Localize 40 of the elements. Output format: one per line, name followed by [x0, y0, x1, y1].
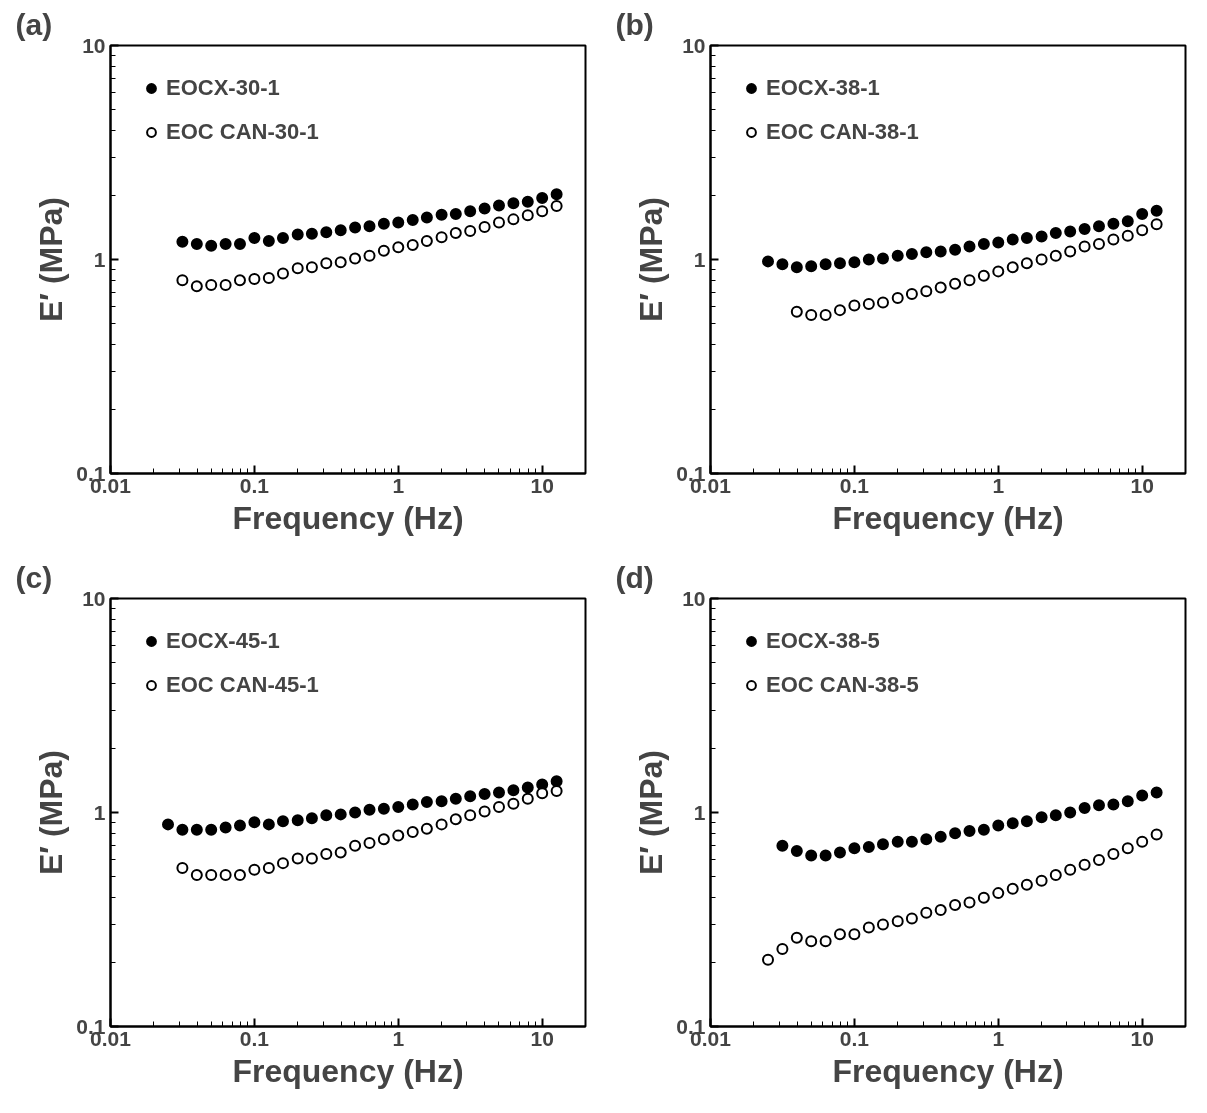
- legend-label: EOC CAN-38-5: [766, 672, 919, 698]
- x-tick-label: 0.1: [839, 1026, 870, 1050]
- legend-label: EOC CAN-45-1: [166, 672, 319, 698]
- x-axis-title: Frequency (Hz): [232, 1052, 464, 1089]
- chart-title: (a): [15, 7, 53, 41]
- y-axis-title: E′ (MPa): [633, 196, 670, 323]
- y-tick-label: 10: [82, 586, 106, 610]
- chart-title: (d): [615, 560, 654, 594]
- x-tick-label: 0.1: [239, 1026, 270, 1050]
- x-tick-label: 0.1: [839, 473, 870, 497]
- x-tick-label: 1: [992, 1026, 1005, 1050]
- y-axis-title: E′ (MPa): [33, 196, 70, 323]
- legend-label: EOC CAN-30-1: [166, 119, 319, 145]
- x-tick-label: 10: [1130, 473, 1154, 497]
- y-tick-label: 10: [682, 33, 706, 57]
- x-tick-label: 0.1: [239, 473, 270, 497]
- x-axis-title: Frequency (Hz): [832, 499, 1064, 536]
- legend-label: EOCX-45-1: [166, 628, 280, 654]
- legend-label: EOC CAN-38-1: [766, 119, 919, 145]
- x-tick-label: 1: [992, 473, 1005, 497]
- y-tick-label: 10: [82, 33, 106, 57]
- chart-title: (b): [615, 7, 654, 41]
- y-tick-label: 1: [93, 247, 106, 271]
- x-tick-label: 10: [530, 473, 554, 497]
- x-tick-label: 10: [1130, 1026, 1154, 1050]
- legend-label: EOCX-38-1: [766, 75, 880, 101]
- y-axis-title: E′ (MPa): [33, 749, 70, 876]
- y-tick-label: 1: [693, 800, 706, 824]
- x-axis-title: Frequency (Hz): [232, 499, 464, 536]
- y-tick-label: 1: [693, 247, 706, 271]
- x-tick-label: 1: [392, 473, 405, 497]
- y-axis-title: E′ (MPa): [633, 749, 670, 876]
- legend-label: EOCX-30-1: [166, 75, 280, 101]
- x-tick-label: 1: [392, 1026, 405, 1050]
- x-tick-label: 10: [530, 1026, 554, 1050]
- legend-label: EOCX-38-5: [766, 628, 880, 654]
- y-tick-label: 1: [93, 800, 106, 824]
- x-axis-title: Frequency (Hz): [832, 1052, 1064, 1089]
- y-tick-label: 10: [682, 586, 706, 610]
- chart-title: (c): [15, 560, 53, 594]
